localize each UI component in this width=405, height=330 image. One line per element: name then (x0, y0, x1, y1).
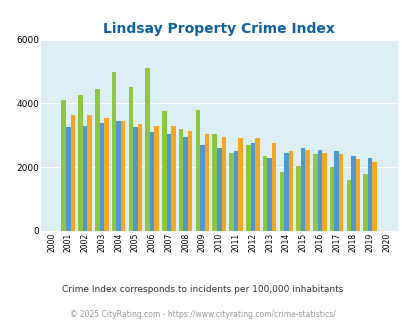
Bar (305, 150, 309, 231)
Bar (221, 137, 226, 231)
Bar (250, 143, 254, 231)
Bar (362, 174, 367, 231)
Bar (312, 154, 317, 231)
Bar (195, 110, 200, 231)
Bar (61, 100, 66, 231)
Bar (149, 132, 154, 231)
Bar (367, 158, 371, 231)
Bar (300, 148, 305, 231)
Bar (279, 172, 283, 231)
Bar (216, 148, 221, 231)
Bar (262, 156, 266, 231)
Bar (154, 126, 158, 231)
Bar (371, 162, 376, 231)
Bar (346, 180, 350, 231)
Bar (162, 112, 166, 231)
Bar (266, 158, 271, 231)
Bar (188, 130, 192, 231)
Bar (66, 127, 70, 231)
Bar (145, 68, 149, 231)
Bar (204, 134, 209, 231)
Bar (70, 115, 75, 231)
Bar (83, 126, 87, 231)
Bar (104, 118, 109, 231)
Bar (317, 150, 321, 231)
Bar (179, 129, 183, 231)
Bar (116, 121, 121, 231)
Text: Crime Index corresponds to incidents per 100,000 inhabitants: Crime Index corresponds to incidents per… (62, 285, 343, 294)
Bar (329, 167, 334, 231)
Bar (355, 159, 359, 231)
Bar (254, 139, 259, 231)
Bar (245, 145, 250, 231)
Bar (171, 126, 175, 231)
Bar (121, 121, 125, 231)
Bar (133, 127, 137, 231)
Bar (166, 134, 171, 231)
Bar (200, 145, 204, 231)
Bar (271, 143, 276, 231)
Bar (137, 124, 142, 231)
Bar (229, 153, 233, 231)
Bar (334, 151, 338, 231)
Bar (284, 153, 288, 231)
Bar (183, 137, 188, 231)
Bar (288, 151, 292, 231)
Text: © 2025 CityRating.com - https://www.cityrating.com/crime-statistics/: © 2025 CityRating.com - https://www.city… (70, 310, 335, 319)
Bar (111, 72, 116, 231)
Bar (212, 134, 216, 231)
Bar (233, 151, 238, 231)
Bar (99, 122, 104, 231)
Bar (238, 139, 242, 231)
Bar (87, 115, 92, 231)
Bar (95, 89, 99, 231)
Bar (78, 95, 83, 231)
Bar (128, 87, 133, 231)
Bar (321, 153, 326, 231)
Bar (338, 154, 343, 231)
Bar (350, 156, 355, 231)
Title: Lindsay Property Crime Index: Lindsay Property Crime Index (103, 22, 335, 36)
Bar (296, 166, 300, 231)
